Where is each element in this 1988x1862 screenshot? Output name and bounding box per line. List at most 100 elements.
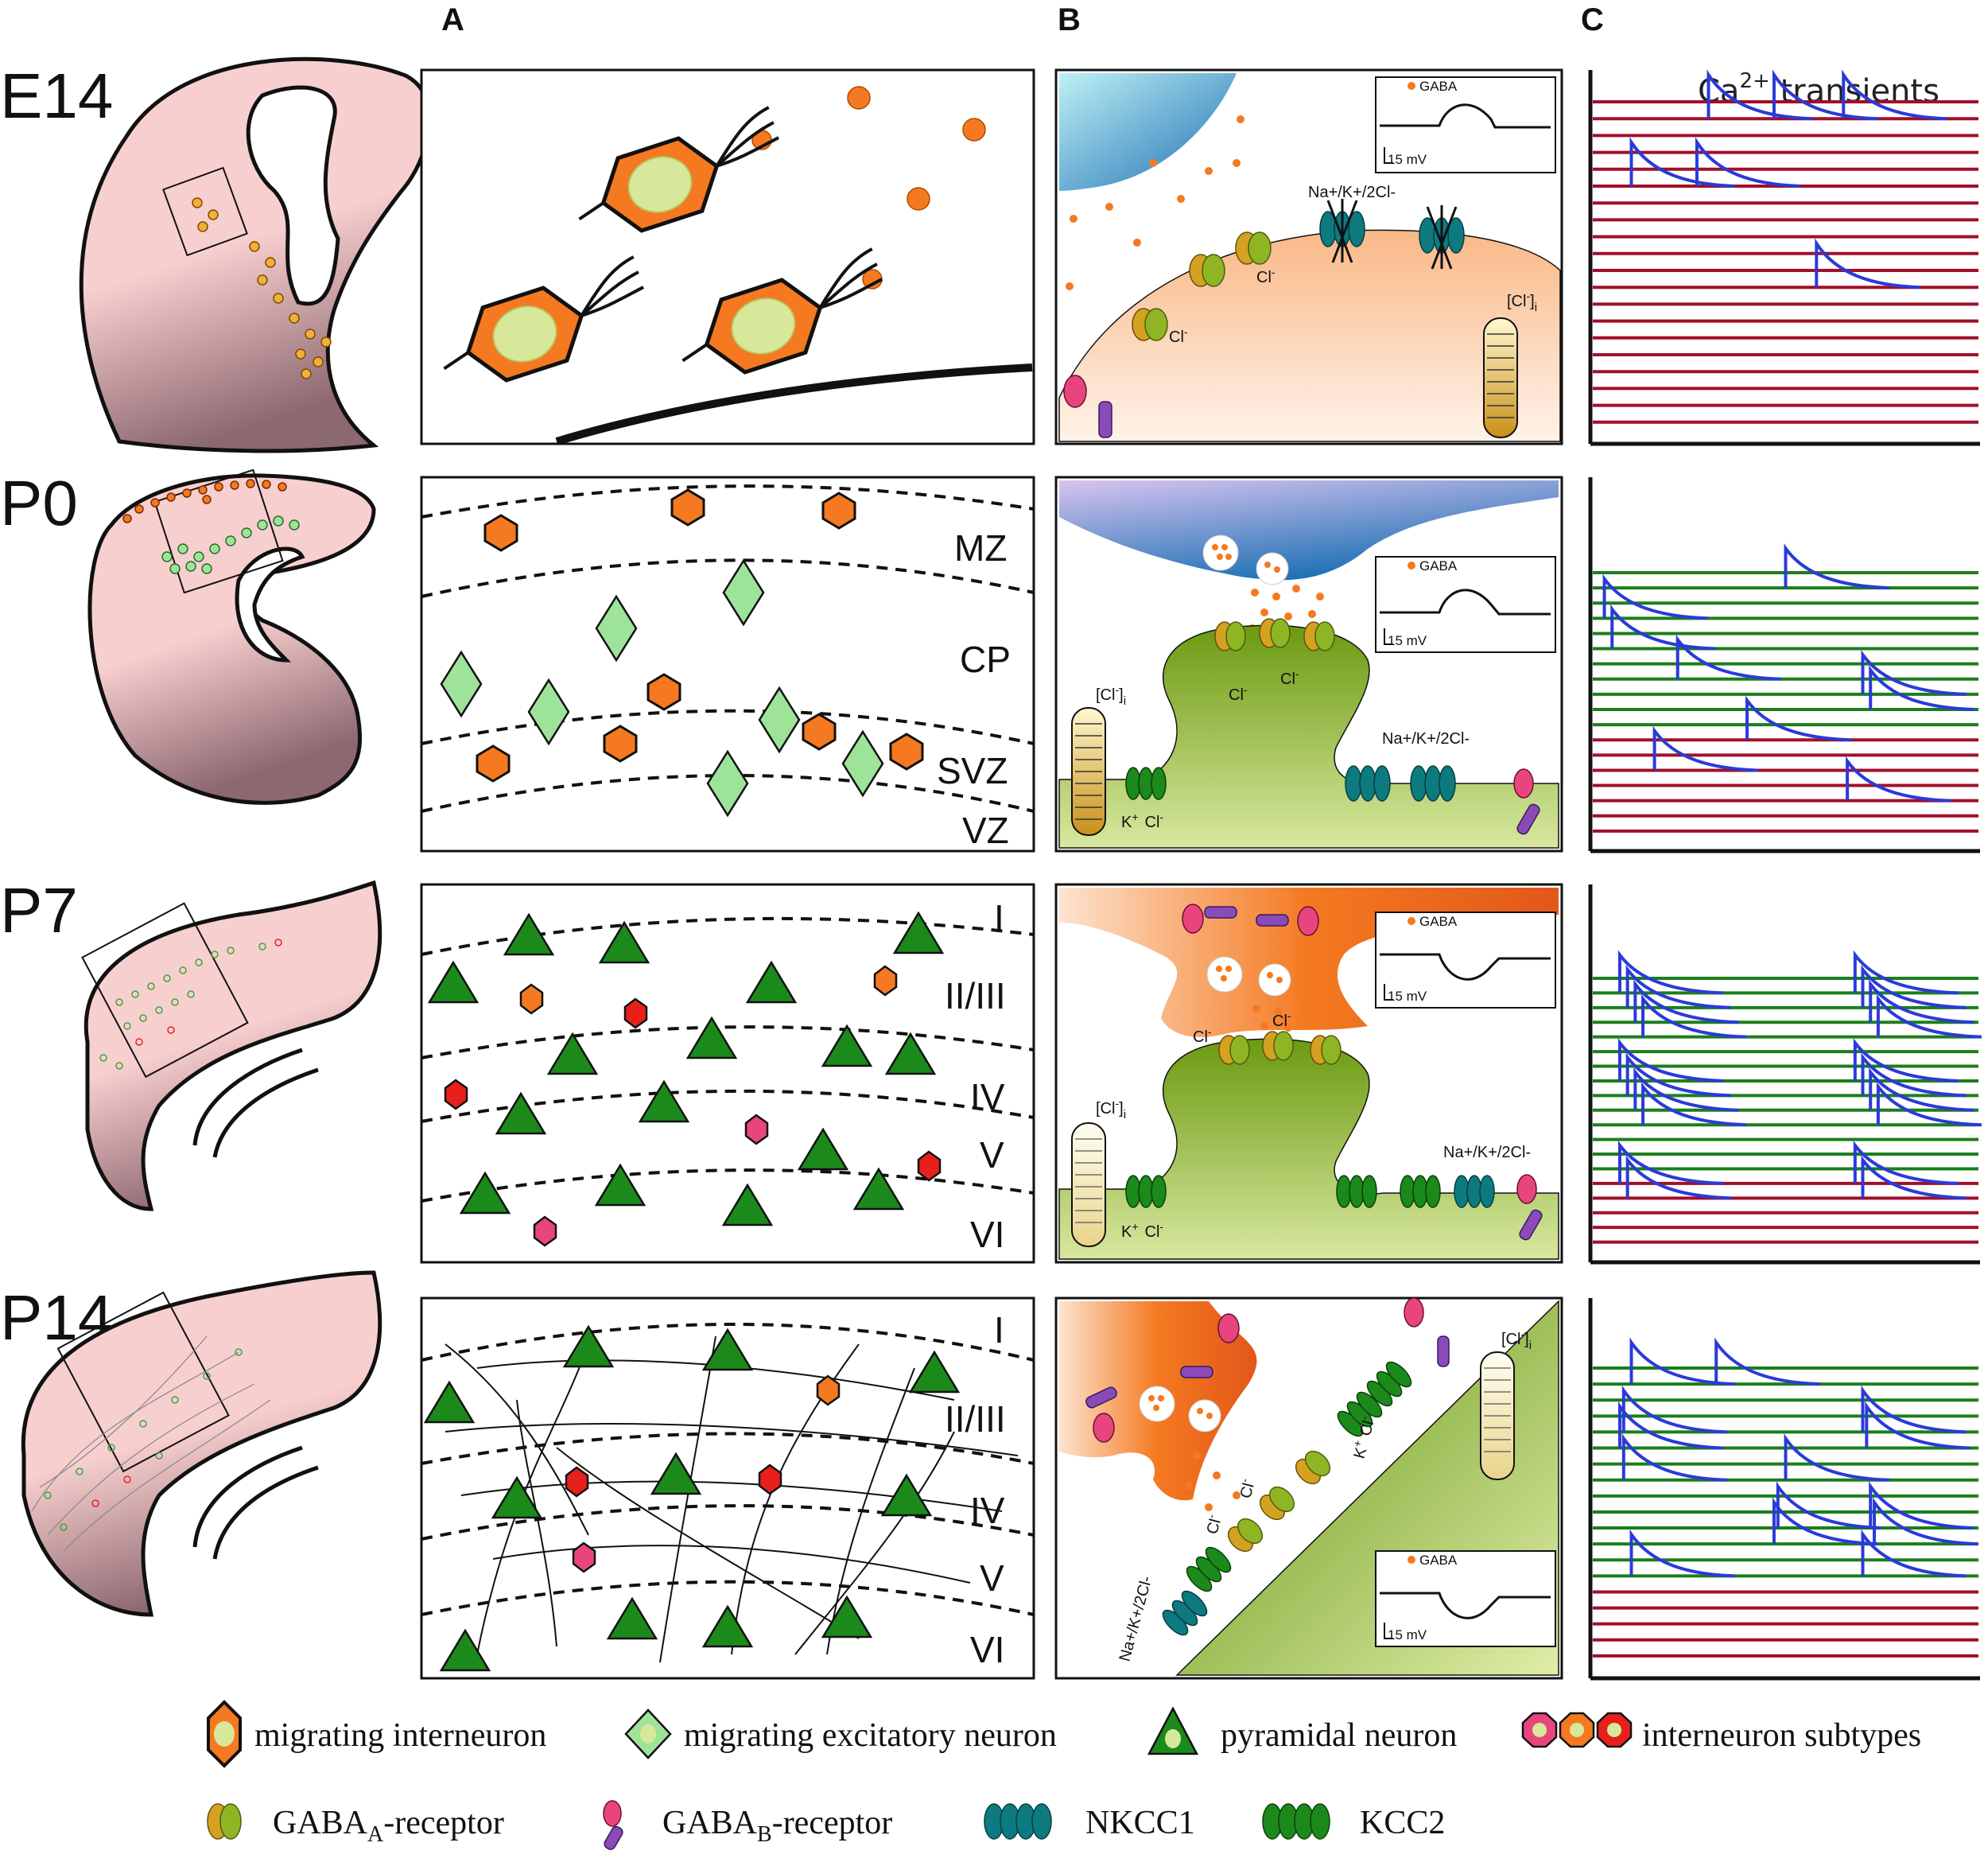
chloride-label: Cl- <box>1280 667 1299 688</box>
ca-transient <box>1602 573 1708 620</box>
ca-traces-e14 <box>1593 69 1978 424</box>
chloride-label: Cl- <box>1201 1512 1225 1536</box>
chloride-label: Cl- <box>1234 1476 1259 1500</box>
p0-excitatory-neurons <box>440 558 884 818</box>
scale-label: 15 mV <box>1388 152 1427 167</box>
brain-e14-cells <box>192 197 332 379</box>
ca-panel-e14 <box>1588 69 1980 446</box>
ca-transient <box>1861 1052 1967 1098</box>
ca-transient <box>1869 1067 1974 1112</box>
gaba-a-receptor <box>1218 1031 1342 1065</box>
chloride-bar-p0 <box>1071 707 1106 836</box>
gaba-label: GABA <box>1419 558 1458 573</box>
layer-label-vi: VI <box>970 1629 1004 1670</box>
ca-transient <box>1873 1497 1978 1546</box>
legend-interneuron-subtypes: interneuron subtypes <box>1521 1712 1921 1754</box>
gaba-label: GABA <box>1419 1553 1458 1568</box>
migrating-interneuron <box>578 106 780 233</box>
ca-transient <box>1846 756 1951 803</box>
ca-transient <box>1815 238 1920 290</box>
gaba-dots-p14 <box>1185 1452 1241 1511</box>
ca-transient <box>1617 1401 1724 1450</box>
ca-transient <box>1861 1155 1967 1200</box>
ca-transient <box>1869 1481 1974 1530</box>
ca-transient <box>1784 543 1889 590</box>
chloride-label: Cl- <box>1256 266 1276 286</box>
ca-transient <box>1633 979 1739 1024</box>
gaba-label: GABA <box>1419 79 1458 94</box>
ca-transient <box>1772 69 1878 121</box>
nkcc1-cotransporter <box>1454 1175 1495 1208</box>
layer-label-vz: VZ <box>962 810 1009 851</box>
layer-label-svz: SVZ <box>937 750 1008 791</box>
ca-transient <box>1621 1432 1727 1482</box>
ca-transient <box>1865 1401 1971 1450</box>
layer-label-cp: CP <box>960 639 1011 680</box>
chloride-label: Cl- <box>1272 1009 1291 1030</box>
ca-panel-p14 <box>1588 1298 1980 1681</box>
gaba-b-receptor <box>1063 375 1112 438</box>
ca-traces-p14 <box>1593 1337 1978 1658</box>
stage-label-p0: P0 <box>0 468 78 538</box>
ca-transient <box>1853 1140 1959 1185</box>
ca-panel-p7 <box>1588 884 1982 1265</box>
chloride-label-p7: [Cl-]i <box>1096 1097 1126 1121</box>
gaba-a-receptor <box>1235 231 1272 265</box>
legend-nkcc1 <box>984 1803 1052 1840</box>
brain-p0-cells-deep <box>161 515 300 574</box>
legend-kcc2 <box>1262 1803 1330 1840</box>
ca-panel-p0 <box>1588 477 1980 853</box>
layer-label-ii-iii: II/III <box>945 975 1006 1017</box>
chloride-label: Cl- <box>1229 683 1248 704</box>
layer-label-ii-iii: II/III <box>945 1398 1006 1440</box>
ca-traces-p7 <box>1593 950 1982 1244</box>
gaba-b-receptor <box>1513 768 1540 835</box>
nkcc1-label: Na+/K+/2Cl- <box>1443 1144 1531 1161</box>
p0-interneurons <box>476 488 924 783</box>
chloride-label-p0: [Cl-]i <box>1096 683 1126 708</box>
migrating-interneuron <box>681 247 883 375</box>
brain-e14 <box>79 56 432 453</box>
legend-label-gaba-a: GABAA-receptor <box>273 1805 504 1847</box>
ca-transient <box>1745 695 1851 742</box>
ca-transient <box>1861 649 1967 696</box>
kcc2-ion-label: K+Cl- <box>1348 1414 1379 1460</box>
nkcc1-cotransporter <box>1345 765 1456 802</box>
layer-label-vi: VI <box>970 1214 1004 1255</box>
layer-label-mz: MZ <box>954 527 1007 569</box>
ca-transient <box>1652 725 1758 772</box>
ca-transient <box>1861 1385 1967 1434</box>
ca-transient <box>1853 950 1959 995</box>
legend-label-migrating-excitatory: migrating excitatory neuron <box>684 1717 1057 1754</box>
panel-a-e14 <box>420 68 1035 445</box>
gaba-dots-e14 <box>1066 115 1244 290</box>
stage-label-p7: P7 <box>0 875 78 946</box>
legend-label-pyramidal: pyramidal neuron <box>1221 1717 1457 1754</box>
legend-pyramidal-neuron: pyramidal neuron <box>1147 1706 1457 1755</box>
layer-label-i: I <box>994 897 1004 939</box>
ca-transient <box>1633 1067 1739 1112</box>
ca-transient <box>1776 1481 1881 1530</box>
ca-transient <box>1772 1497 1878 1546</box>
brain-p14 <box>21 1270 382 1617</box>
vesicle <box>1206 956 1291 997</box>
legend: migrating interneuron migrating excitato… <box>207 1700 1921 1850</box>
nkcc1-label: Na+/K+/2Cl- <box>1308 184 1396 201</box>
legend-gaba-a-receptor: GABAA-receptor <box>207 1803 504 1847</box>
scale-label: 15 mV <box>1388 989 1427 1004</box>
panel-b-p7: Cl- Cl- Na+/K+/2Cl- K+ Cl- [Cl-]i <box>1054 883 1563 1264</box>
gaba-a-receptor <box>1189 254 1225 287</box>
layer-label-iv: IV <box>970 1490 1005 1531</box>
kcc2-cotransporter <box>1125 767 1167 800</box>
ca-transient <box>1714 1337 1820 1386</box>
column-header-c: C <box>1581 2 1604 37</box>
panel-b-e14: [Cl-]i Cl- Cl- Na+/K+/2Cl- GABA 15 mV <box>1054 68 1563 445</box>
ca-transient <box>1706 69 1812 121</box>
layer-label-v: V <box>980 1557 1004 1599</box>
ca-transient <box>1876 1082 1982 1127</box>
chloride-bar-p14 <box>1480 1351 1515 1480</box>
ca-transient <box>1861 964 1967 1009</box>
p7-interneurons <box>444 965 942 1247</box>
gaba-a-receptor <box>1214 618 1335 651</box>
